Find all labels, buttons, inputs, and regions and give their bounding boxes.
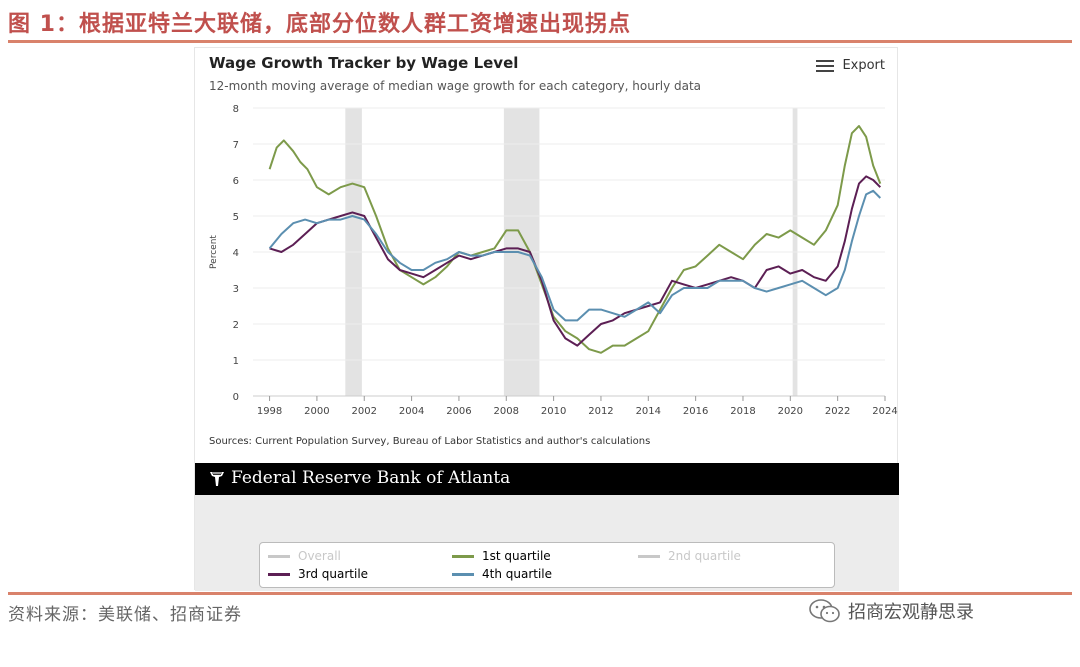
y-tick-label-0: 0 [233, 392, 239, 403]
wechat-label: 招商宏观静思录 [848, 602, 974, 623]
legend-item-4th-quartile[interactable]: 4th quartile [452, 567, 552, 581]
x-tick-label-2008: 2008 [494, 406, 519, 417]
series-line-4th-quartile [268, 189, 882, 322]
series-line-1st-quartile [268, 125, 882, 354]
series-line-3rd-quartile [269, 175, 882, 347]
y-tick-label-1: 1 [233, 356, 239, 367]
x-tick-label-2000: 2000 [304, 406, 329, 417]
y-tick-label-7: 7 [233, 140, 239, 151]
chart-title: Wage Growth Tracker by Wage Level [209, 54, 519, 72]
x-tick-label-2004: 2004 [399, 406, 424, 417]
x-tick-label-2022: 2022 [825, 406, 850, 417]
legend-label: Overall [298, 549, 341, 563]
y-axis-label: Percent [209, 235, 219, 269]
x-tick-label-2016: 2016 [683, 406, 708, 417]
x-tick-label-2014: 2014 [636, 406, 661, 417]
legend-item-overall[interactable]: Overall [268, 549, 341, 563]
x-tick-label-2006: 2006 [446, 406, 471, 417]
legend-label: 1st quartile [482, 549, 551, 563]
chart-subtitle: 12-month moving average of median wage g… [209, 79, 702, 93]
x-tick-label-1998: 1998 [257, 406, 282, 417]
sources-note: Sources: Current Population Survey, Bure… [209, 436, 651, 447]
eagle-logo-icon [210, 472, 224, 486]
legend-label: 4th quartile [482, 567, 553, 581]
legend-swatch [268, 572, 290, 576]
wage-growth-chart: 0 1 2 3 4 5 6 7 8 1998 2000 2002 2004 2006 2008 2010 201… [209, 104, 898, 417]
x-tick-label-2018: 2018 [730, 406, 755, 417]
source-footer: 资料来源：美联储、招商证券 [8, 605, 242, 625]
legend: Overall 1st quartile 2nd quartile 3rd quart… [259, 542, 835, 588]
bottom-divider [8, 592, 1072, 595]
menu-icon [816, 59, 835, 72]
figure-title: 图 1：根据亚特兰大联储，底部分位数人群工资增速出现拐点 [8, 12, 631, 37]
legend-swatch [452, 554, 474, 558]
brand-name: Federal Reserve Bank of Atlanta [231, 468, 511, 488]
y-tick-label-2: 2 [233, 320, 239, 331]
wechat-icon [809, 599, 840, 623]
legend-item-2nd-quartile[interactable]: 2nd quartile [638, 549, 741, 563]
y-tick-label-3: 3 [233, 284, 239, 295]
top-divider [8, 40, 1072, 43]
chart-card: Wage Growth Tracker by Wage Level 12-mon… [194, 47, 899, 591]
x-tick-label-2020: 2020 [778, 406, 803, 417]
legend-item-3rd-quartile[interactable]: 3rd quartile [268, 567, 368, 581]
fed-atlanta-banner: Federal Reserve Bank of Atlanta [195, 463, 899, 495]
legend-swatch [638, 554, 660, 558]
x-tick-label-2012: 2012 [588, 406, 613, 417]
y-tick-label-8: 8 [233, 104, 239, 115]
y-tick-label-4: 4 [233, 248, 239, 259]
legend-swatch [268, 554, 290, 558]
legend-label: 2nd quartile [668, 549, 741, 563]
legend-item-1st-quartile[interactable]: 1st quartile [452, 549, 551, 563]
y-tick-label-5: 5 [233, 212, 239, 223]
export-label: Export [842, 58, 885, 73]
x-tick-label-2002: 2002 [352, 406, 377, 417]
wechat-account: 招商宏观静思录 [808, 598, 974, 624]
legend-swatch [452, 572, 474, 576]
export-button[interactable]: Export [816, 58, 885, 73]
x-tick-label-2024: 2024 [872, 406, 897, 417]
y-tick-label-6: 6 [233, 176, 239, 187]
x-tick-label-2010: 2010 [541, 406, 566, 417]
legend-label: 3rd quartile [298, 567, 369, 581]
